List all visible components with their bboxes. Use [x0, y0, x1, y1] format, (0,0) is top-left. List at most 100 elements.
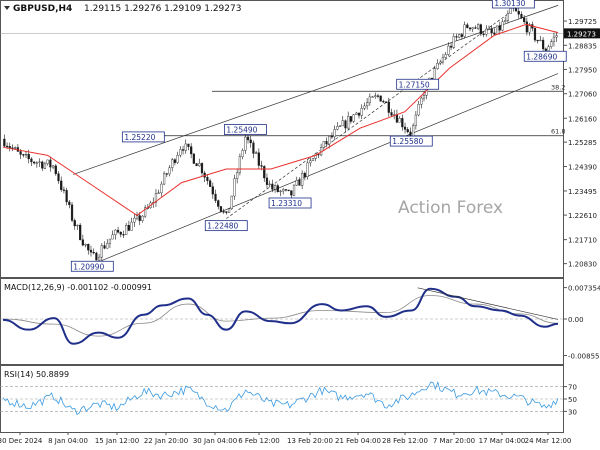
candle-body	[111, 234, 114, 240]
macd-y-axis: 0.007354 0.00 -0.008558	[563, 285, 600, 361]
candle-body	[539, 39, 542, 42]
candle-body	[192, 153, 195, 164]
fib-level-label: 61.8	[551, 128, 565, 136]
swing-label: 1.25490	[226, 126, 257, 135]
candle-body	[70, 204, 74, 221]
price-panel-frame	[0, 0, 564, 278]
candle-body	[384, 101, 388, 103]
swing-label-box	[523, 50, 567, 62]
x-tick-label: 15 Jan 12:00	[95, 437, 139, 445]
rsi-line	[2, 380, 559, 416]
candle-body	[452, 36, 455, 48]
candle-body	[38, 161, 41, 163]
rsi-tick-label: 50	[568, 396, 577, 404]
candle-body	[501, 21, 504, 31]
candle-body	[460, 34, 463, 37]
candle-body	[222, 211, 225, 213]
candle-body	[314, 153, 317, 159]
candle-body	[498, 25, 501, 31]
candle-body	[181, 149, 185, 151]
candle-body	[441, 57, 445, 63]
candle-body	[127, 225, 130, 231]
swing-label: 1.25580	[392, 137, 423, 146]
current-price-box	[564, 28, 600, 39]
candle-body	[122, 234, 125, 236]
candle-body	[328, 136, 331, 145]
candle-body	[162, 173, 166, 185]
ohlc-label: 1.29115 1.29276 1.29109 1.29273	[84, 4, 241, 14]
candle-body	[209, 180, 212, 187]
price-tick-label: 1.26160	[568, 115, 597, 123]
candle-body	[141, 215, 144, 221]
price-tick-label: 1.21710	[568, 237, 597, 245]
candle-body	[333, 129, 336, 137]
candle-body	[447, 45, 450, 55]
candle-body	[366, 102, 369, 107]
candle-body	[41, 161, 44, 169]
candle-body	[298, 180, 301, 186]
price-tick-label: 1.27060	[568, 91, 597, 99]
candle-body	[200, 163, 204, 174]
swing-label-box	[224, 124, 267, 135]
dashed-trendline	[226, 9, 514, 219]
candle-body	[184, 143, 187, 151]
macd-panel-frame	[0, 278, 564, 365]
candle-body	[368, 96, 371, 103]
candle-body	[395, 114, 399, 123]
candle-body	[401, 118, 404, 128]
candle-body	[525, 21, 528, 33]
candle-layer	[3, 3, 558, 262]
dropdown-triangle-icon[interactable]	[4, 6, 10, 10]
price-guide-layer: 38.2 61.8	[0, 33, 565, 137]
candle-body	[206, 177, 209, 181]
rsi-tick-label: 30	[568, 408, 577, 416]
candle-body	[471, 27, 474, 30]
price-tick-label: 1.20830	[568, 261, 597, 269]
candle-body	[119, 231, 122, 235]
candle-body	[89, 249, 93, 253]
candle-body	[27, 154, 30, 160]
price-tick-label: 1.28835	[568, 42, 597, 50]
candle-body	[227, 208, 231, 213]
candle-body	[100, 245, 103, 258]
candle-body	[292, 184, 296, 196]
candle-body	[520, 14, 523, 19]
x-tick-label: 8 Jan 04:00	[48, 437, 88, 445]
candle-body	[263, 166, 266, 179]
candle-body	[87, 244, 90, 251]
candle-body	[325, 141, 328, 145]
candle-body	[311, 158, 315, 161]
swing-label-box	[121, 131, 165, 143]
x-tick-label: 13 Feb 20:00	[287, 437, 333, 445]
swing-label-layer: 1.30130 1.28690 1.27150 1.25580 1.25490 1.252…	[70, 0, 567, 272]
candle-body	[24, 154, 28, 156]
candle-body	[303, 172, 306, 177]
candle-body	[284, 189, 288, 191]
candle-body	[260, 165, 263, 167]
x-axis: 30 Dec 2024 8 Jan 04:00 15 Jan 12:00 22 Jan…	[0, 432, 571, 445]
candle-body	[282, 189, 285, 192]
x-tick-label: 30 Dec 2024	[0, 437, 43, 445]
candle-body	[154, 193, 158, 203]
candle-body	[309, 160, 312, 164]
macd-tick-label: 0.00	[568, 316, 584, 324]
candle-body	[463, 24, 466, 37]
x-tick-label: 21 Feb 04:00	[335, 437, 381, 445]
candle-body	[68, 201, 71, 206]
candle-body	[233, 178, 236, 197]
candle-body	[379, 95, 382, 102]
channel-layer	[73, 5, 559, 265]
candle-body	[273, 185, 277, 190]
swing-label-box	[396, 78, 440, 90]
candle-body	[330, 136, 334, 138]
candle-body	[433, 68, 436, 81]
watermark: Action Forex	[398, 198, 503, 218]
price-tick-label: 1.24390	[568, 164, 597, 172]
candle-body	[246, 136, 250, 141]
candle-body	[322, 141, 325, 148]
swing-label: 1.22480	[207, 222, 238, 231]
candle-body	[49, 159, 52, 168]
candle-body	[257, 152, 260, 166]
candle-body	[449, 45, 453, 48]
